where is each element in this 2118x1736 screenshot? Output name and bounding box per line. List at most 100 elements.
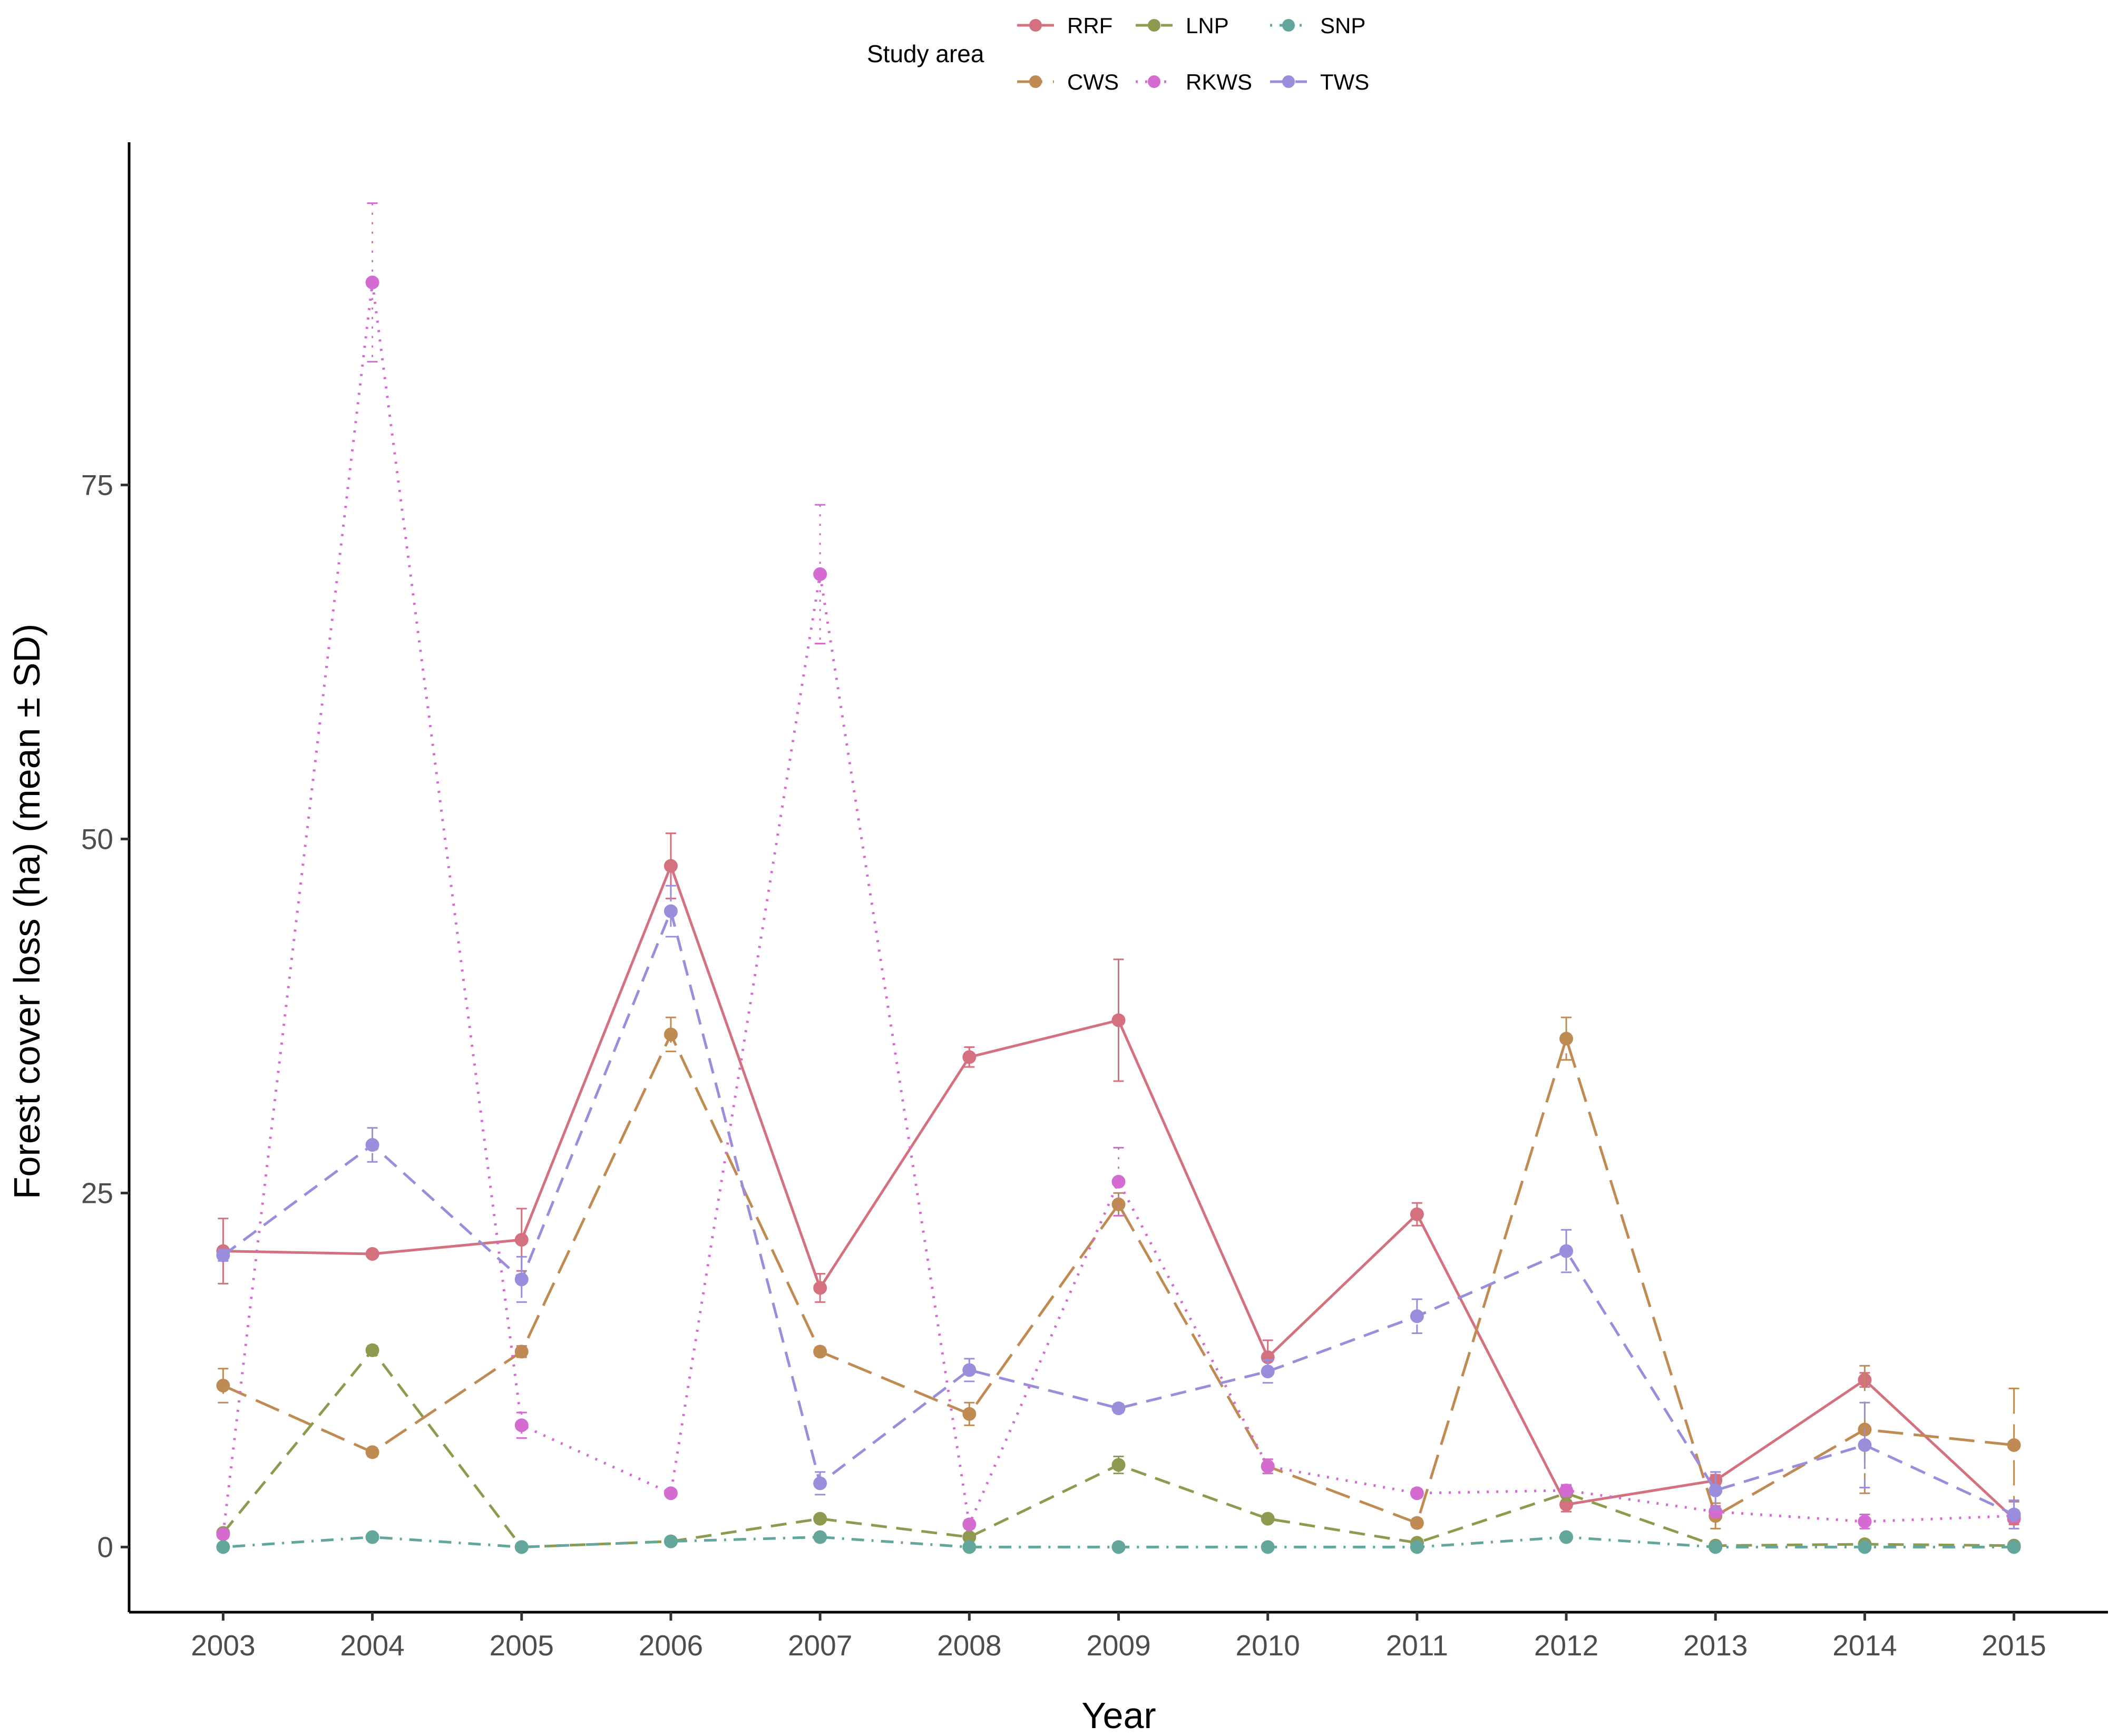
data-point — [1261, 1512, 1275, 1526]
data-point — [813, 1281, 827, 1295]
axes: 0 25 50 75 2003 2004 2005 2006 2007 2008 2009 2010… — [81, 142, 2108, 1662]
x-tick-label: 2003 — [191, 1629, 255, 1662]
data-point — [365, 1530, 379, 1544]
data-point — [216, 1540, 230, 1554]
data-point — [1410, 1486, 1424, 1500]
data-point — [813, 1345, 827, 1359]
data-point — [216, 1378, 230, 1392]
data-point — [514, 1233, 529, 1247]
data-point — [663, 1534, 678, 1548]
data-point — [1858, 1438, 1872, 1452]
x-ticks: 2003 2004 2005 2006 2007 2008 2009 2010 2011 2012… — [191, 1612, 2046, 1662]
legend-label: CWS — [1067, 70, 1119, 94]
legend: Study area RRF CWS LNP RKWS SNP TWS — [867, 13, 1369, 94]
legend-key-point — [1282, 19, 1295, 32]
data-point — [1261, 1459, 1275, 1474]
y-axis-title: Forest cover loss (ha) (mean ± SD) — [6, 624, 47, 1200]
legend-key-point — [1029, 75, 1042, 88]
x-tick-label: 2011 — [1386, 1629, 1448, 1662]
data-point — [365, 1138, 379, 1152]
data-point — [1261, 1540, 1275, 1554]
y-tick-label: 0 — [97, 1531, 113, 1563]
data-point — [663, 859, 678, 873]
data-point — [663, 1027, 678, 1042]
legend-item-rrf: RRF — [1017, 13, 1112, 38]
x-tick-label: 2014 — [1832, 1629, 1897, 1662]
data-point — [1111, 1174, 1126, 1189]
legend-label: SNP — [1320, 13, 1365, 38]
data-point — [2007, 1507, 2021, 1522]
legend-item-lnp: LNP — [1136, 13, 1229, 38]
data-point — [514, 1272, 529, 1287]
legend-key-point — [1148, 19, 1160, 32]
legend-item-tws: TWS — [1270, 70, 1369, 94]
data-point — [1559, 1483, 1574, 1497]
data-point — [365, 276, 379, 290]
data-point — [1410, 1516, 1424, 1530]
data-point — [962, 1530, 977, 1544]
series-cws — [216, 1016, 2021, 1530]
data-point — [216, 1248, 230, 1262]
y-ticks: 0 25 50 75 — [81, 468, 129, 1563]
x-tick-label: 2013 — [1683, 1629, 1748, 1662]
data-point — [1111, 1013, 1126, 1027]
x-tick-label: 2012 — [1534, 1629, 1598, 1662]
series-line — [221, 282, 2014, 1535]
data-point — [1858, 1514, 1872, 1528]
data-point — [2007, 1540, 2021, 1554]
data-point — [1709, 1483, 1723, 1497]
legend-title: Study area — [867, 40, 984, 67]
data-point — [1858, 1540, 1872, 1554]
data-point — [1559, 1032, 1574, 1046]
data-point — [813, 567, 827, 581]
x-tick-label: 2004 — [340, 1629, 404, 1662]
x-tick-label: 2010 — [1236, 1629, 1300, 1662]
data-point — [1559, 1497, 1574, 1512]
data-point — [962, 1363, 977, 1377]
x-axis-title: Year — [1081, 1695, 1156, 1736]
data-point — [1559, 1244, 1574, 1258]
legend-label: RRF — [1067, 13, 1112, 38]
data-point — [1559, 1530, 1574, 1544]
series-rkws — [216, 202, 2021, 1542]
x-tick-label: 2006 — [639, 1629, 703, 1662]
data-point — [962, 1517, 977, 1532]
series-layer — [216, 202, 2021, 1554]
series-snp — [216, 1530, 2021, 1554]
data-point — [1410, 1540, 1424, 1554]
legend-item-cws: CWS — [1017, 70, 1119, 94]
data-point — [1111, 1458, 1126, 1472]
data-point — [1709, 1540, 1723, 1554]
legend-label: LNP — [1186, 13, 1229, 38]
legend-key-point — [1282, 75, 1295, 88]
data-point — [663, 904, 678, 918]
data-point — [962, 1540, 977, 1554]
legend-label: TWS — [1320, 70, 1369, 94]
data-point — [2007, 1438, 2021, 1452]
legend-key-point — [1148, 75, 1160, 88]
data-point — [813, 1530, 827, 1544]
y-tick-label: 25 — [81, 1176, 113, 1209]
data-point — [1261, 1365, 1275, 1379]
y-tick-label: 75 — [81, 468, 113, 501]
data-point — [1111, 1540, 1126, 1554]
data-point — [514, 1418, 529, 1433]
data-point — [514, 1345, 529, 1359]
data-point — [962, 1050, 977, 1064]
data-point — [962, 1407, 977, 1421]
data-point — [216, 1527, 230, 1542]
data-point — [663, 1486, 678, 1500]
data-point — [813, 1476, 827, 1490]
legend-item-rkws: RKWS — [1136, 70, 1252, 94]
data-point — [1111, 1401, 1126, 1415]
x-tick-label: 2015 — [1982, 1629, 2046, 1662]
series-tws — [216, 885, 2021, 1529]
legend-label: RKWS — [1186, 70, 1252, 94]
data-point — [1410, 1207, 1424, 1221]
data-point — [365, 1343, 379, 1357]
data-point — [1410, 1309, 1424, 1323]
legend-item-snp: SNP — [1270, 13, 1365, 38]
data-point — [1111, 1197, 1126, 1211]
series-line — [222, 1348, 2014, 1548]
